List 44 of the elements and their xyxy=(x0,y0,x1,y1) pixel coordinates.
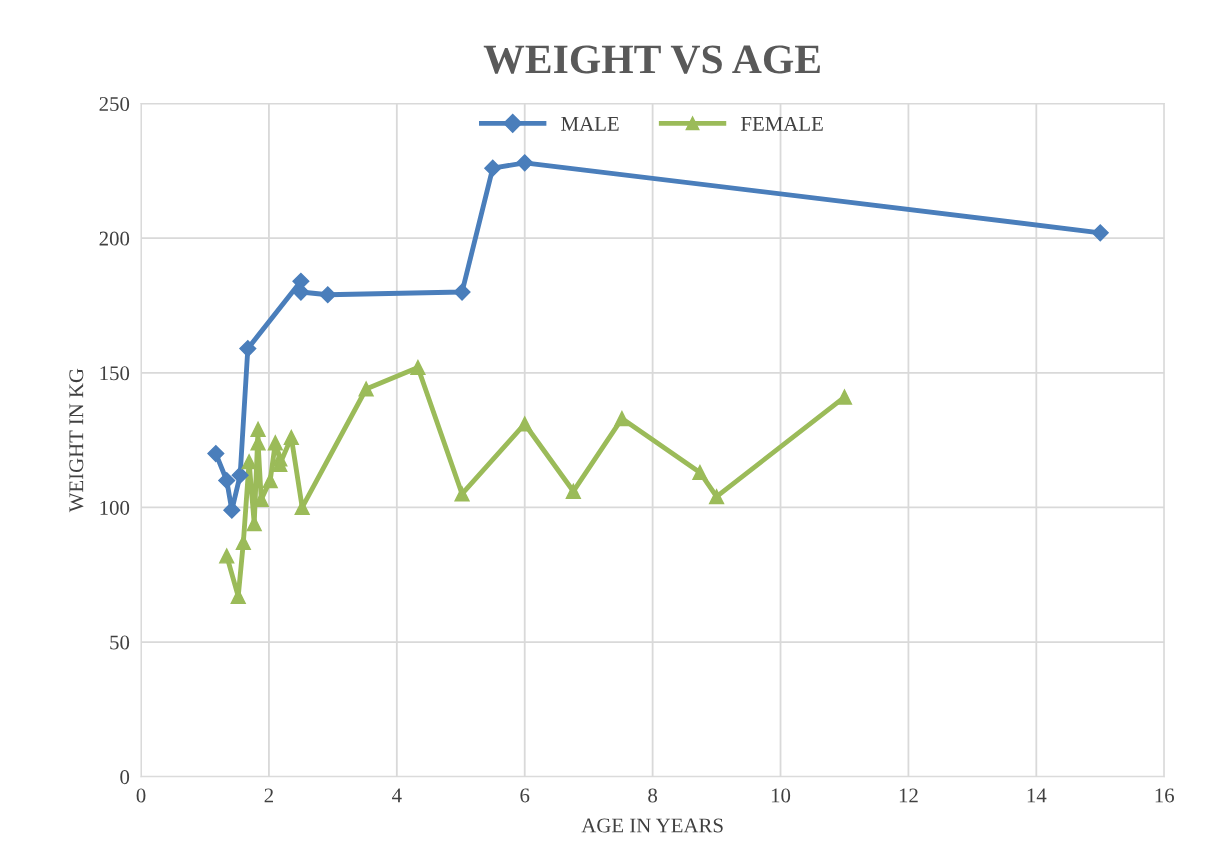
x-tick-label: 4 xyxy=(392,788,402,803)
point xyxy=(614,410,630,427)
point xyxy=(410,359,426,376)
x-tick-label: 16 xyxy=(1155,788,1175,803)
point xyxy=(219,548,235,564)
y-tick-label: 150 xyxy=(100,366,130,381)
y-tick-label: 250 xyxy=(99,96,130,111)
x-tick-label: 14 xyxy=(1027,788,1047,803)
x-tick-label: 2 xyxy=(264,788,273,803)
y-tick-label: 0 xyxy=(120,770,130,785)
point xyxy=(484,159,502,177)
point xyxy=(708,489,725,505)
x-tick-label: 8 xyxy=(648,788,658,803)
point xyxy=(516,154,534,172)
y-tick-label: 200 xyxy=(99,231,130,246)
point xyxy=(267,435,283,451)
y-axis-title: WEIGHT IN KG xyxy=(69,368,84,513)
legend-label: MALE xyxy=(561,116,619,131)
chart-title: WEIGHT VS AGE xyxy=(483,45,820,74)
point xyxy=(692,464,708,481)
point xyxy=(218,471,236,490)
legend-label: FEMALE xyxy=(741,116,823,131)
x-tick-label: 10 xyxy=(771,788,791,803)
y-tick-label: 100 xyxy=(100,500,130,515)
x-axis-title: AGE IN YEARS xyxy=(581,818,723,833)
point xyxy=(453,283,471,301)
point xyxy=(239,340,257,358)
point xyxy=(283,429,299,446)
x-tick-label: 6 xyxy=(520,788,530,803)
point xyxy=(358,381,374,397)
x-tick-label: 12 xyxy=(899,788,918,803)
point xyxy=(250,421,266,437)
point xyxy=(231,466,249,484)
point xyxy=(836,389,853,405)
point xyxy=(262,472,278,489)
point xyxy=(517,416,533,432)
point xyxy=(565,483,581,499)
x-tick-label: 0 xyxy=(136,788,146,803)
y-tick-label: 50 xyxy=(110,635,130,650)
point xyxy=(207,445,225,463)
point xyxy=(454,486,470,502)
point xyxy=(241,454,257,470)
point xyxy=(319,286,337,304)
point xyxy=(1091,224,1109,242)
